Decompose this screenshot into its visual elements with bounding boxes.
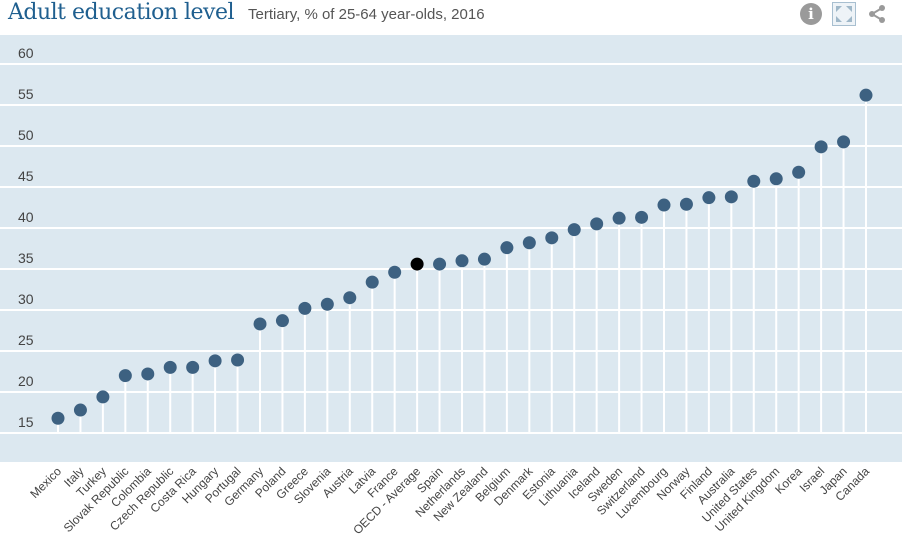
data-point xyxy=(679,197,693,211)
info-icon[interactable]: i xyxy=(800,3,822,25)
data-point xyxy=(118,369,132,383)
y-tick-label: 15 xyxy=(18,414,34,430)
data-point xyxy=(320,297,334,311)
y-tick-label: 30 xyxy=(18,291,34,307)
data-point xyxy=(253,317,267,331)
data-point xyxy=(837,135,851,149)
data-point xyxy=(343,291,357,305)
data-point xyxy=(567,223,581,237)
data-point xyxy=(477,252,491,266)
y-tick-label: 50 xyxy=(18,127,34,143)
data-point xyxy=(388,265,402,279)
data-point xyxy=(163,360,177,374)
data-point xyxy=(298,301,312,315)
x-tick-label: Mexico xyxy=(27,464,64,501)
expand-icon[interactable] xyxy=(832,2,856,26)
share-icon[interactable] xyxy=(866,3,888,25)
data-point xyxy=(51,411,65,425)
y-tick-label: 25 xyxy=(18,332,34,348)
data-point xyxy=(455,254,469,268)
y-tick-label: 35 xyxy=(18,250,34,266)
chart-title: Adult education level xyxy=(8,0,235,25)
data-point xyxy=(702,191,716,205)
data-point xyxy=(208,354,222,368)
data-point xyxy=(522,236,536,250)
data-point xyxy=(792,165,806,179)
y-tick-label: 60 xyxy=(18,45,34,61)
data-point xyxy=(410,257,424,271)
data-point xyxy=(769,172,783,186)
data-point xyxy=(141,367,155,381)
data-point xyxy=(545,231,559,245)
data-point xyxy=(365,275,379,289)
data-point xyxy=(231,353,245,367)
data-point xyxy=(500,241,514,255)
data-point xyxy=(73,403,87,417)
data-point xyxy=(96,390,110,404)
plot-background xyxy=(0,35,902,462)
data-point xyxy=(814,140,828,154)
data-point xyxy=(657,198,671,212)
data-point xyxy=(275,314,289,328)
chart-header: Adult education level Tertiary, % of 25-… xyxy=(8,0,485,30)
chart-subtitle: Tertiary, % of 25-64 year-olds, 2016 xyxy=(248,6,485,23)
data-point xyxy=(859,88,873,102)
data-point xyxy=(635,210,649,224)
data-point xyxy=(186,360,200,374)
y-tick-label: 45 xyxy=(18,168,34,184)
y-tick-label: 40 xyxy=(18,209,34,225)
data-point xyxy=(612,211,626,225)
data-point xyxy=(747,174,761,188)
data-point xyxy=(433,257,447,271)
data-point xyxy=(590,217,604,231)
y-tick-label: 20 xyxy=(18,373,34,389)
toolbar: i xyxy=(800,2,888,26)
data-point xyxy=(724,190,738,204)
y-tick-label: 55 xyxy=(18,86,34,102)
